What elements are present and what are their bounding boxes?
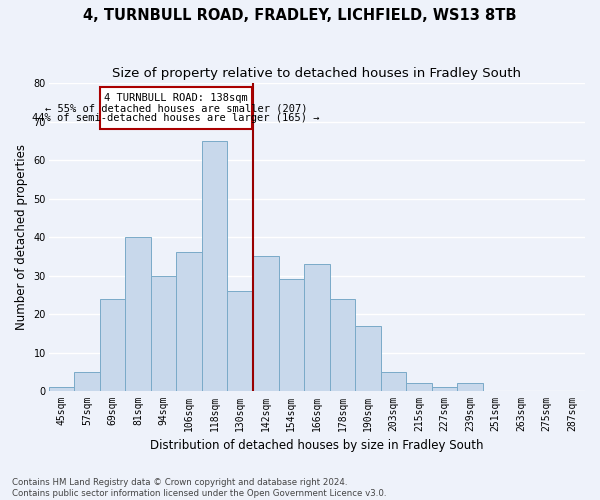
Bar <box>457 384 483 391</box>
Bar <box>253 256 278 391</box>
Bar <box>278 280 304 391</box>
Bar <box>406 384 432 391</box>
Text: 4, TURNBULL ROAD, FRADLEY, LICHFIELD, WS13 8TB: 4, TURNBULL ROAD, FRADLEY, LICHFIELD, WS… <box>83 8 517 22</box>
Bar <box>329 298 355 391</box>
Bar <box>355 326 380 391</box>
Bar <box>74 372 100 391</box>
Text: ← 55% of detached houses are smaller (207): ← 55% of detached houses are smaller (20… <box>44 103 307 113</box>
Bar <box>151 276 176 391</box>
Bar <box>125 237 151 391</box>
Bar <box>227 291 253 391</box>
FancyBboxPatch shape <box>100 87 252 130</box>
Bar <box>100 298 125 391</box>
X-axis label: Distribution of detached houses by size in Fradley South: Distribution of detached houses by size … <box>150 440 484 452</box>
Bar <box>49 387 74 391</box>
Text: 4 TURNBULL ROAD: 138sqm: 4 TURNBULL ROAD: 138sqm <box>104 94 248 104</box>
Bar <box>304 264 329 391</box>
Bar <box>380 372 406 391</box>
Y-axis label: Number of detached properties: Number of detached properties <box>15 144 28 330</box>
Bar <box>202 141 227 391</box>
Text: 44% of semi-detached houses are larger (165) →: 44% of semi-detached houses are larger (… <box>32 112 320 122</box>
Title: Size of property relative to detached houses in Fradley South: Size of property relative to detached ho… <box>112 68 521 80</box>
Text: Contains HM Land Registry data © Crown copyright and database right 2024.
Contai: Contains HM Land Registry data © Crown c… <box>12 478 386 498</box>
Bar <box>432 387 457 391</box>
Bar <box>176 252 202 391</box>
